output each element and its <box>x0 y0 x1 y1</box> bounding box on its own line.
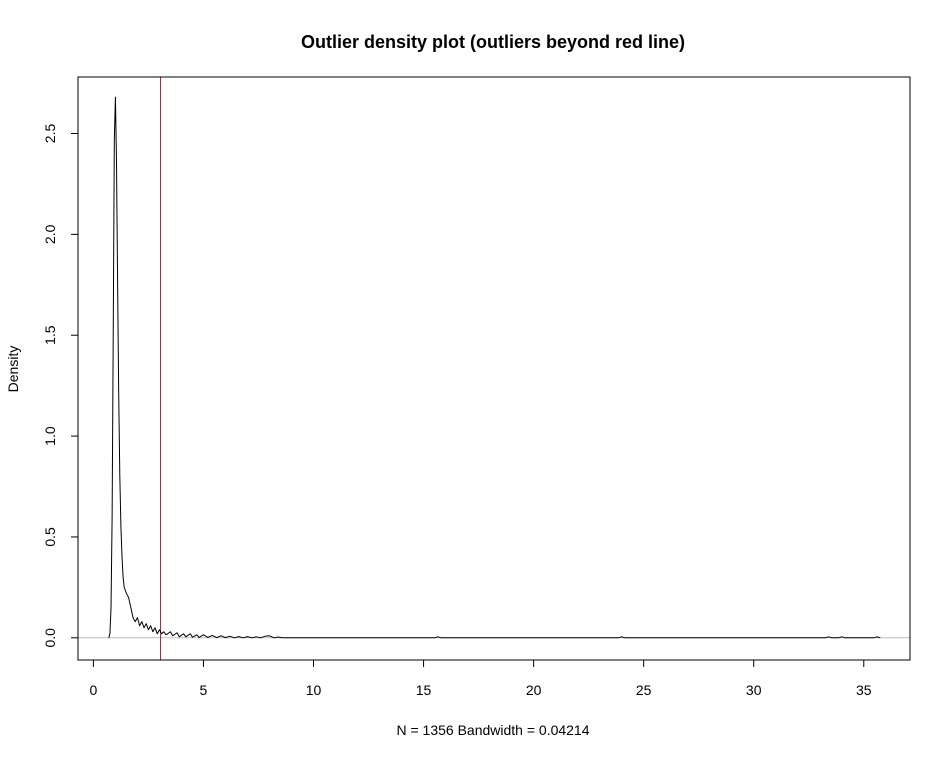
y-axis: 0.0 0.5 1.0 1.5 2.0 2.5 <box>42 124 79 648</box>
y-tick-label: 1.0 <box>42 426 58 446</box>
y-tick-label: 1.5 <box>42 325 58 345</box>
density-curve <box>108 96 881 639</box>
x-tick-label: 10 <box>306 682 322 698</box>
x-tick-label: 5 <box>200 682 208 698</box>
y-tick-label: 0.0 <box>42 628 58 648</box>
x-tick-label: 25 <box>636 682 652 698</box>
plot-area <box>78 77 910 660</box>
plot-frame <box>77 76 911 661</box>
x-tick-label: 30 <box>746 682 762 698</box>
x-tick-label: 20 <box>526 682 542 698</box>
x-tick-label: 15 <box>416 682 432 698</box>
x-tick-label: 35 <box>856 682 872 698</box>
x-tick-label: 0 <box>90 682 98 698</box>
y-tick-label: 0.5 <box>42 527 58 547</box>
chart-title: Outlier density plot (outliers beyond re… <box>301 32 685 52</box>
y-tick-label: 2.5 <box>42 124 58 144</box>
y-axis-label: Density <box>5 346 21 393</box>
y-tick-label: 2.0 <box>42 224 58 244</box>
x-axis: 0 5 10 15 20 25 30 35 <box>90 659 872 698</box>
x-axis-label: N = 1356 Bandwidth = 0.04214 <box>396 722 589 738</box>
